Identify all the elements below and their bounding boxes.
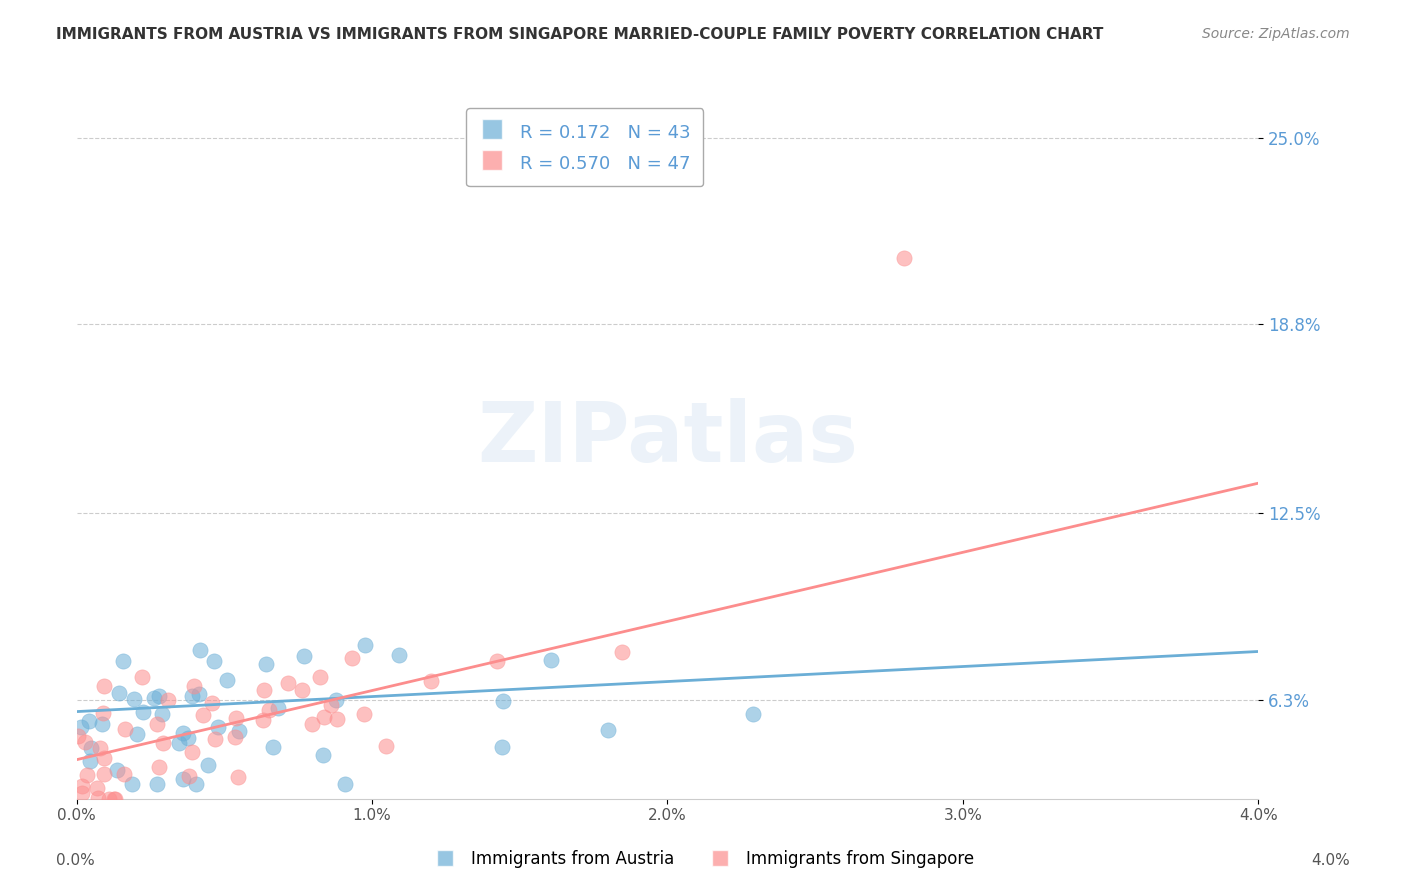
Immigrants from Austria xyxy=(256,657,278,672)
Immigrants from Singapore xyxy=(201,696,224,710)
Immigrants from Austria xyxy=(142,690,165,705)
Legend: Immigrants from Austria, Immigrants from Singapore: Immigrants from Austria, Immigrants from… xyxy=(426,844,980,875)
Immigrants from Austria xyxy=(333,777,356,791)
Immigrants from Austria xyxy=(177,731,200,745)
Immigrants from Austria xyxy=(354,638,377,652)
Immigrants from Austria xyxy=(202,655,225,669)
Immigrants from Austria xyxy=(125,726,148,740)
Immigrants from Austria xyxy=(197,758,219,772)
Immigrants from Singapore xyxy=(191,707,214,722)
Immigrants from Austria xyxy=(294,649,316,664)
Immigrants from Singapore xyxy=(157,693,180,707)
Immigrants from Austria xyxy=(121,777,143,791)
Immigrants from Singapore xyxy=(180,746,202,760)
Immigrants from Austria xyxy=(491,739,513,754)
Immigrants from Singapore xyxy=(66,729,89,743)
Immigrants from Singapore xyxy=(277,675,299,690)
Immigrants from Austria xyxy=(388,648,411,663)
Immigrants from Austria xyxy=(167,735,190,749)
Immigrants from Austria xyxy=(267,700,290,714)
Text: 4.0%: 4.0% xyxy=(1310,854,1350,868)
Immigrants from Austria xyxy=(90,717,112,731)
Immigrants from Singapore xyxy=(152,736,174,750)
Immigrants from Austria xyxy=(188,687,211,701)
Immigrants from Singapore xyxy=(86,790,108,805)
Immigrants from Singapore xyxy=(314,710,336,724)
Immigrants from Singapore xyxy=(342,651,364,665)
Immigrants from Austria xyxy=(172,726,194,740)
Immigrants from Singapore xyxy=(893,251,915,265)
Immigrants from Singapore xyxy=(204,731,226,746)
Immigrants from Austria xyxy=(217,673,239,687)
Immigrants from Singapore xyxy=(226,770,249,784)
Immigrants from Singapore xyxy=(253,683,276,698)
Immigrants from Austria xyxy=(207,720,229,734)
Immigrants from Austria xyxy=(540,653,562,667)
Immigrants from Singapore xyxy=(93,766,115,780)
Immigrants from Austria xyxy=(742,707,765,722)
Immigrants from Singapore xyxy=(291,683,314,698)
Immigrants from Singapore xyxy=(93,679,115,693)
Immigrants from Singapore xyxy=(76,768,98,782)
Immigrants from Singapore xyxy=(104,791,127,805)
Text: Source: ZipAtlas.com: Source: ZipAtlas.com xyxy=(1202,27,1350,41)
Immigrants from Austria xyxy=(79,754,101,768)
Immigrants from Austria xyxy=(79,740,101,755)
Immigrants from Singapore xyxy=(148,760,170,774)
Immigrants from Austria xyxy=(108,686,131,700)
Immigrants from Singapore xyxy=(131,670,153,684)
Immigrants from Singapore xyxy=(485,654,508,668)
Immigrants from Singapore xyxy=(89,741,111,756)
Immigrants from Singapore xyxy=(183,679,205,693)
Text: ZIPatlas: ZIPatlas xyxy=(477,398,858,479)
Text: 0.0%: 0.0% xyxy=(56,854,96,868)
Immigrants from Singapore xyxy=(103,791,125,805)
Immigrants from Singapore xyxy=(70,779,93,793)
Immigrants from Singapore xyxy=(309,670,332,684)
Immigrants from Singapore xyxy=(374,739,396,754)
Immigrants from Singapore xyxy=(419,674,441,689)
Immigrants from Singapore xyxy=(224,730,246,744)
Immigrants from Singapore xyxy=(114,722,136,736)
Immigrants from Singapore xyxy=(612,645,634,659)
Immigrants from Austria xyxy=(148,689,170,703)
Immigrants from Singapore xyxy=(146,717,169,731)
Immigrants from Austria xyxy=(186,777,208,791)
Text: IMMIGRANTS FROM AUSTRIA VS IMMIGRANTS FROM SINGAPORE MARRIED-COUPLE FAMILY POVER: IMMIGRANTS FROM AUSTRIA VS IMMIGRANTS FR… xyxy=(56,27,1104,42)
Immigrants from Austria xyxy=(180,690,202,704)
Immigrants from Austria xyxy=(491,694,513,708)
Immigrants from Austria xyxy=(228,724,250,739)
Immigrants from Singapore xyxy=(86,781,108,796)
Legend: R = 0.172   N = 43, R = 0.570   N = 47: R = 0.172 N = 43, R = 0.570 N = 47 xyxy=(465,108,703,186)
Immigrants from Austria xyxy=(262,739,284,754)
Immigrants from Austria xyxy=(311,748,333,763)
Immigrants from Singapore xyxy=(326,713,349,727)
Immigrants from Austria xyxy=(111,655,134,669)
Immigrants from Singapore xyxy=(73,735,96,749)
Immigrants from Austria xyxy=(105,763,128,777)
Immigrants from Singapore xyxy=(98,791,121,805)
Immigrants from Austria xyxy=(122,692,145,706)
Immigrants from Singapore xyxy=(93,751,115,765)
Immigrants from Austria xyxy=(150,707,173,722)
Immigrants from Singapore xyxy=(319,698,342,712)
Immigrants from Austria xyxy=(146,777,169,791)
Immigrants from Singapore xyxy=(91,706,114,720)
Immigrants from Singapore xyxy=(112,766,135,780)
Immigrants from Singapore xyxy=(257,703,280,717)
Immigrants from Singapore xyxy=(70,786,93,800)
Immigrants from Austria xyxy=(596,723,619,737)
Immigrants from Austria xyxy=(188,642,211,657)
Immigrants from Austria xyxy=(172,772,194,787)
Immigrants from Austria xyxy=(70,720,93,734)
Immigrants from Singapore xyxy=(353,707,375,722)
Immigrants from Austria xyxy=(132,705,155,719)
Immigrants from Singapore xyxy=(177,769,200,783)
Immigrants from Singapore xyxy=(301,717,323,731)
Immigrants from Singapore xyxy=(252,713,274,727)
Immigrants from Austria xyxy=(325,693,347,707)
Immigrants from Singapore xyxy=(225,711,247,725)
Immigrants from Austria xyxy=(77,714,100,728)
